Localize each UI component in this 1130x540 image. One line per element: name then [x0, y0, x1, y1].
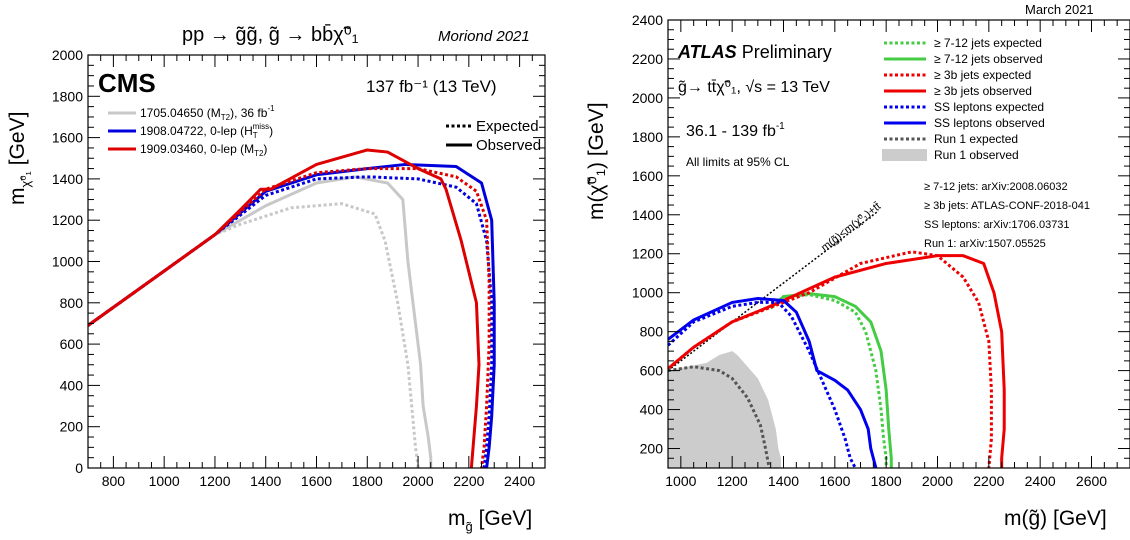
- series-line-6: [668, 365, 771, 468]
- x-tick-label: 1200: [199, 473, 230, 489]
- y-tick-label: 600: [60, 336, 84, 352]
- y-tick-label: 600: [640, 363, 664, 379]
- y-tick-label: 1800: [632, 129, 663, 145]
- atlas-date: March 2021: [1025, 2, 1094, 17]
- cms-annotations: pp → g̃g̃, g̃ → bb̄χ̃⁰₁ Moriond 2021 CMS…: [6, 23, 532, 534]
- reference-note: Run 1: arXiv:1507.05525: [924, 238, 1046, 250]
- series-line-1: [88, 202, 420, 468]
- legend-entry: ≥ 7-12 jets observed: [934, 52, 1043, 66]
- x-tick-label: 1600: [819, 473, 850, 489]
- legend-entry: 1908.04722, 0-lep (HTmiss): [140, 122, 273, 140]
- atlas-annotations: March 2021 ATLAS Preliminary g̃→ tt̄χ̃⁰₁…: [585, 2, 1107, 530]
- legend-entry: 1705.04650 (MT2), 36 fb-1: [140, 104, 275, 122]
- atlas-cl-note: All limits at 95% CL: [686, 155, 790, 169]
- legend-entry: Run 1 expected: [934, 132, 1018, 146]
- y-tick-label: 1200: [632, 246, 663, 262]
- y-tick-label: 800: [640, 324, 664, 340]
- x-tick-label: 2600: [1076, 473, 1107, 489]
- atlas-xlabel: m(g̃) [GeV]: [1004, 507, 1107, 530]
- legend-entry: SS leptons observed: [934, 116, 1045, 130]
- y-tick-label: 1000: [52, 254, 83, 270]
- series-line-4: [88, 148, 481, 468]
- series-line-3: [88, 175, 494, 468]
- y-tick-label: 1600: [52, 130, 83, 146]
- cms-ylabel: mχ̃⁰₁ [GeV]: [6, 112, 33, 205]
- atlas-lumi: 36.1 - 139 fb-1: [686, 121, 785, 140]
- atlas-plot-area: 1000 1200 1400 1600 1800 2000 2200 2400 2600 200 4…: [632, 12, 1130, 489]
- atlas-ylabel: m(χ̃⁰₁) [GeV]: [585, 102, 608, 220]
- reference-note: ≥ 7-12 jets: arXiv:2008.06032: [924, 181, 1068, 193]
- x-tick-label: 2400: [1025, 473, 1056, 489]
- legend-entry: Run 1 observed: [934, 148, 1019, 162]
- y-tick-label: 1400: [52, 171, 83, 187]
- y-tick-label: 1200: [52, 212, 83, 228]
- series-line-2: [88, 162, 496, 468]
- y-tick-label: 2400: [632, 12, 663, 28]
- cms-lumi: 137 fb⁻¹ (13 TeV): [366, 77, 497, 96]
- legend-entry: 1909.03460, 0-lep (MT2): [140, 142, 267, 158]
- x-tick-label: 2200: [973, 473, 1004, 489]
- x-tick-label: 800: [102, 473, 126, 489]
- style-legend-label: Expected: [476, 118, 539, 135]
- x-tick-label: 1000: [149, 473, 180, 489]
- y-tick-label: 1400: [632, 207, 663, 223]
- y-tick-label: 1800: [52, 88, 83, 104]
- legend-swatch: [882, 149, 927, 161]
- y-tick-label: 200: [640, 441, 664, 457]
- cms-conference: Moriond 2021: [438, 28, 530, 45]
- series-line-0: [88, 175, 433, 468]
- series-group: [88, 148, 496, 468]
- series-line-5: [88, 167, 491, 468]
- x-tick-label: 1000: [665, 473, 696, 489]
- x-tick-label: 2000: [922, 473, 953, 489]
- x-tick-label: 1800: [871, 473, 902, 489]
- series-line-3: [668, 254, 1006, 468]
- y-tick-label: 0: [75, 460, 83, 476]
- x-tick-label: 2400: [504, 473, 535, 489]
- x-tick-label: 1600: [301, 473, 332, 489]
- atlas-experiment: ATLAS Preliminary: [677, 42, 832, 62]
- y-tick-label: 2200: [632, 51, 663, 67]
- y-tick-label: 400: [60, 377, 84, 393]
- legend-entry: SS leptons expected: [934, 100, 1044, 114]
- diagonal-label: m(g̃)<m(χ̃⁰₁)+tt̄: [819, 200, 884, 254]
- style-legend-label: Observed: [476, 137, 541, 154]
- cms-title: pp → g̃g̃, g̃ → bb̄χ̃⁰₁: [182, 23, 359, 46]
- legend-entry: ≥ 7-12 jets expected: [934, 36, 1042, 50]
- series-band-7: [668, 351, 781, 468]
- atlas-chart: 1000 1200 1400 1600 1800 2000 2200 2400 2600 200 4…: [585, 2, 1130, 530]
- series-group: [668, 210, 1006, 468]
- y-tick-label: 1600: [632, 168, 663, 184]
- x-tick-label: 1200: [717, 473, 748, 489]
- series-line-5: [668, 297, 878, 468]
- atlas-process: g̃→ tt̄χ̃⁰₁, √s = 13 TeV: [678, 79, 830, 96]
- reference-note: SS leptons: arXiv:1706.03731: [924, 219, 1070, 231]
- x-tick-label: 2200: [453, 473, 484, 489]
- x-tick-label: 1800: [352, 473, 383, 489]
- x-tick-label: 1400: [250, 473, 281, 489]
- diagonal-line: [668, 210, 879, 372]
- x-tick-label: 1400: [768, 473, 799, 489]
- y-tick-label: 2000: [632, 90, 663, 106]
- y-tick-label: 200: [60, 419, 84, 435]
- y-tick-label: 400: [640, 402, 664, 418]
- y-tick-label: 2000: [52, 47, 83, 63]
- cms-experiment: CMS: [98, 68, 156, 98]
- y-tick-label: 800: [60, 295, 84, 311]
- y-tick-label: 1000: [632, 285, 663, 301]
- cms-xlabel: mg̃ [GeV]: [448, 507, 532, 534]
- series-line-1: [769, 292, 893, 468]
- reference-note: ≥ 3b jets: ATLAS-CONF-2018-041: [924, 200, 1090, 212]
- legend-entry: ≥ 3b jets expected: [934, 68, 1031, 82]
- x-tick-label: 2000: [402, 473, 433, 489]
- cms-plot-area: 800 1000 1200 1400 1600 1800 2000 2200 2400 0 200 4…: [52, 47, 546, 489]
- legend-entry: ≥ 3b jets observed: [934, 84, 1032, 98]
- series-line-4: [668, 300, 857, 468]
- cms-chart: 800 1000 1200 1400 1600 1800 2000 2200 2400 0 200 4…: [6, 23, 546, 534]
